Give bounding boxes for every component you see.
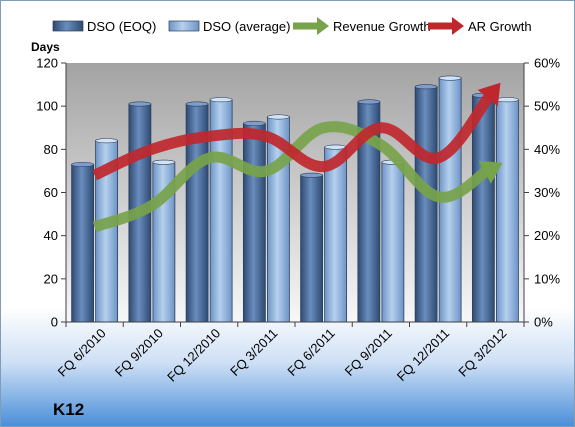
y-tick-label: 120	[36, 56, 58, 71]
y2-tick-label: 10%	[534, 271, 560, 286]
y2-tick-label: 20%	[534, 228, 560, 243]
y-axis-label: Days	[31, 40, 60, 54]
legend-revenue-growth-label: Revenue Growth	[333, 19, 431, 34]
y-tick-label: 40	[44, 228, 58, 243]
x-tick-label: FQ 12/2011	[394, 326, 452, 384]
x-tick-label: FQ 3/2012	[455, 326, 509, 380]
y2-tick-label: 0%	[534, 315, 553, 330]
legend-ar-growth-label: AR Growth	[468, 19, 532, 34]
x-tick-label: FQ 3/2011	[227, 326, 280, 379]
legend-revenue-growth-arrowhead	[317, 17, 329, 35]
y-tick-label: 20	[44, 271, 58, 286]
chart-title: K12	[53, 400, 84, 419]
bar-dso-eoq	[471, 94, 495, 323]
bar-cap	[128, 101, 152, 107]
y2-tick-label: 40%	[534, 142, 560, 157]
bar-dso-eoq	[414, 86, 438, 323]
legend-dso-eoq-label: DSO (EOQ)	[87, 19, 156, 34]
bar-cap	[414, 84, 438, 90]
bar-cap	[243, 120, 266, 126]
legend-ar-growth-arrowhead	[452, 17, 464, 35]
x-tick-label: FQ 9/2011	[342, 326, 395, 379]
x-tick-label: FQ 9/2010	[112, 326, 166, 380]
bar-cap	[496, 97, 519, 103]
legend-dso-average-label: DSO (average)	[203, 19, 290, 34]
ar-growth-line-arrowhead	[477, 82, 501, 107]
legend-dso-eoq-swatch	[52, 20, 84, 32]
bar-dso-eoq	[300, 174, 324, 323]
bar-cap	[300, 172, 323, 178]
x-tick-label: FQ 12/2010	[164, 326, 223, 385]
bar-dso-average	[381, 161, 405, 323]
y-tick-label: 80	[44, 142, 58, 157]
y-tick-label: 60	[44, 185, 58, 200]
legend-dso-average-swatch	[168, 20, 200, 32]
bar-dso-average	[495, 99, 519, 323]
y2-tick-label: 50%	[534, 99, 560, 114]
legend-group: DSO (EOQ) DSO (average) Revenue Growth AR G…	[52, 17, 532, 35]
bar-cap	[185, 101, 209, 107]
bar-cap	[71, 161, 94, 167]
bar-dso-eoq	[242, 123, 266, 323]
revenue-growth-line-arrowhead	[478, 160, 503, 184]
y-tick-label: 100	[36, 99, 58, 114]
y-tick-label: 0	[51, 315, 58, 330]
y2-tick-label: 30%	[534, 185, 560, 200]
bar-cap	[209, 97, 233, 103]
bar-dso-eoq	[71, 164, 95, 323]
x-tick-label: FQ 6/2011	[284, 326, 337, 379]
bar-cap	[95, 138, 118, 144]
ar-growth-line	[92, 93, 494, 181]
bar-cap	[267, 114, 290, 120]
bar-cap	[438, 75, 462, 81]
x-tick-label: FQ 6/2010	[55, 326, 109, 380]
bar-cap	[357, 99, 381, 105]
bar-dso-average	[324, 146, 348, 323]
y2-tick-label: 60%	[534, 56, 560, 71]
bar-cap	[152, 159, 176, 165]
lines-group	[92, 82, 503, 233]
